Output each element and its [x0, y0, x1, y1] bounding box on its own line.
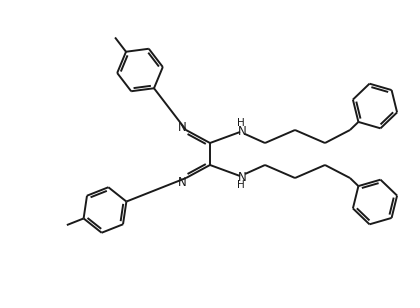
Text: N: N: [178, 176, 186, 188]
Text: H: H: [237, 180, 245, 190]
Text: N: N: [178, 120, 186, 133]
Text: N: N: [238, 171, 247, 184]
Text: H: H: [237, 118, 245, 128]
Text: N: N: [238, 124, 247, 137]
